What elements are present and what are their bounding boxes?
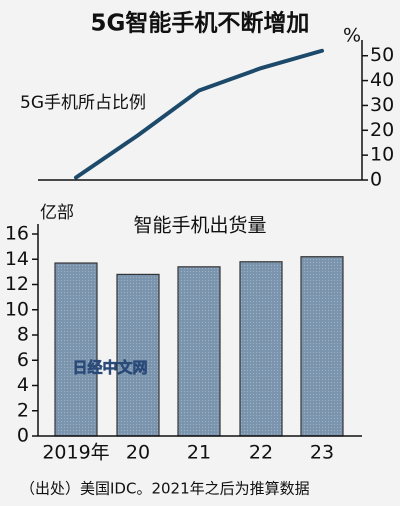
- y-tick-label: 2: [17, 399, 29, 421]
- y-tick-label: 0: [17, 425, 29, 447]
- x-tick-label: 2019年: [42, 442, 109, 464]
- y-tick-label: 14: [5, 248, 29, 270]
- y-tick-label: 40: [370, 69, 394, 91]
- bar: [300, 256, 344, 437]
- y-tick-label: 30: [370, 94, 394, 116]
- chart-subtitle: 智能手机出货量: [133, 215, 266, 237]
- y-tick-label: 6: [17, 349, 29, 371]
- bar: [54, 262, 98, 437]
- y-unit: 亿部: [40, 203, 74, 223]
- y-tick-label: 10: [370, 144, 394, 166]
- y-tick-label: 10: [5, 298, 29, 320]
- y-tick-label: 12: [5, 273, 29, 295]
- series-label: 5G手机所占比例: [20, 93, 146, 113]
- bar: [239, 261, 283, 437]
- y-tick-label: 20: [370, 119, 394, 141]
- x-tick-label: 23: [310, 442, 334, 464]
- y-unit: %: [343, 25, 361, 47]
- chart-title: 5G智能手机不断增加: [91, 10, 310, 37]
- watermark: 日经中文网: [72, 359, 147, 377]
- series-line: [74, 48, 324, 180]
- x-tick-label: 22: [249, 442, 273, 464]
- y-tick-label: 16: [5, 223, 29, 245]
- y-tick-label: 0: [370, 169, 382, 191]
- y-tick-label: 8: [17, 324, 29, 346]
- x-tick-label: 21: [187, 442, 211, 464]
- bar: [116, 273, 160, 437]
- bar: [177, 266, 221, 437]
- y-tick-label: 4: [17, 374, 29, 396]
- x-tick-label: 20: [126, 442, 150, 464]
- y-tick-label: 50: [370, 44, 394, 66]
- source-note: （出处）美国IDC。2021年之后为推算数据: [20, 480, 310, 498]
